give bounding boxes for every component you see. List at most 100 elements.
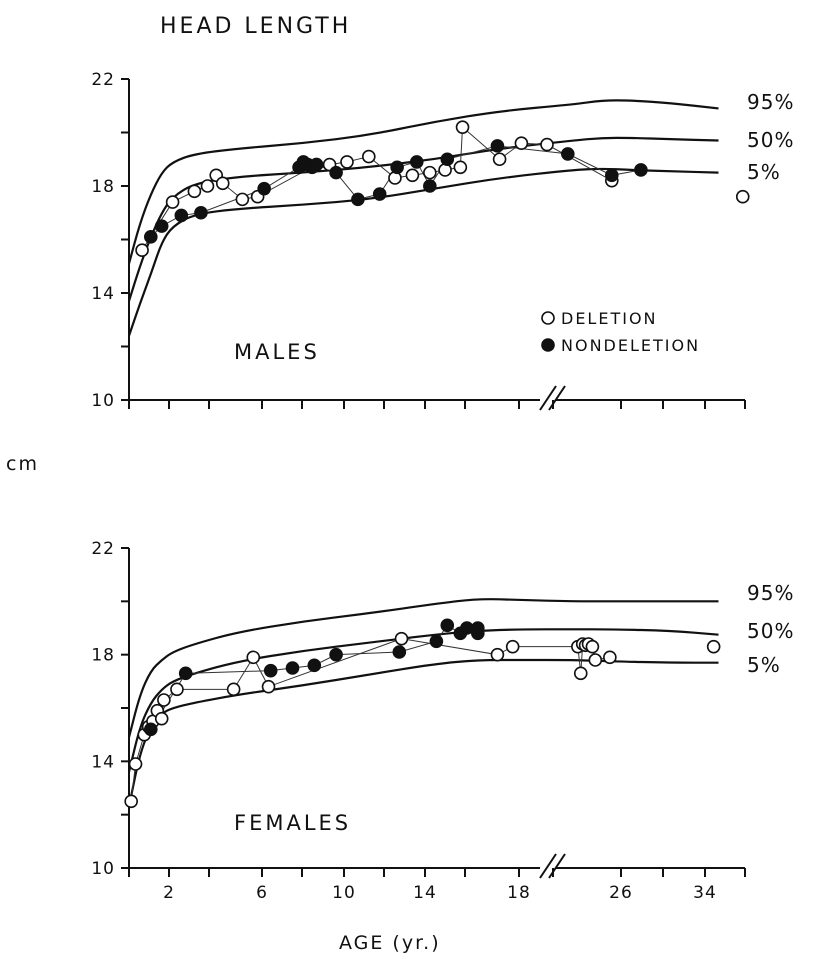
deletion-point	[453, 160, 468, 175]
deletion-point	[514, 136, 529, 150]
nondeletion-point	[351, 192, 365, 207]
nondeletion-point	[604, 168, 619, 183]
axis-break-mark	[539, 853, 557, 879]
percentile-curve-95pct	[127, 598, 719, 738]
deletion-point	[603, 650, 617, 665]
axis-break-mark	[548, 853, 566, 879]
series-connector	[130, 638, 610, 802]
y-tick-label: 18	[91, 177, 115, 197]
deletion-point	[573, 666, 588, 681]
y-tick-label: 14	[91, 284, 115, 304]
x-tick-label: 10	[332, 883, 356, 903]
nondeletion-point	[470, 626, 485, 641]
x-tick-label: 26	[609, 883, 633, 903]
deletion-point	[340, 155, 354, 169]
deletion-point	[200, 179, 215, 193]
deletion-point	[423, 165, 437, 180]
nondeletion-point	[329, 165, 343, 180]
males-panel: 10 14 18 22 95% 50% 5% MALES DELETION NONDELETION	[91, 70, 794, 411]
percentile-curve-5pct	[127, 658, 719, 807]
percentile-curve-5pct	[127, 167, 719, 337]
y-tick-label: 18	[91, 646, 115, 666]
legend-nondeletion-marker	[541, 338, 555, 352]
nondeletion-point	[307, 658, 322, 673]
deletion-point	[124, 794, 138, 809]
y-axis-label: cm	[6, 453, 39, 475]
deletion-point	[170, 682, 184, 697]
deletion-point	[261, 679, 276, 694]
figure-title: HEAD LENGTH	[160, 14, 351, 39]
deletion-point	[585, 639, 600, 654]
deletion-point	[361, 149, 376, 164]
nondeletion-point	[309, 157, 324, 172]
percentile-curve-50pct	[127, 136, 719, 302]
x-axis-label: AGE (yr.)	[339, 932, 441, 954]
nondeletion-point	[285, 661, 300, 675]
deletion-point	[394, 631, 409, 646]
deletion-point	[215, 176, 230, 191]
deletion-point	[157, 693, 171, 707]
deletion-point	[405, 168, 420, 183]
y-tick-label: 10	[91, 859, 115, 879]
percentile-label: 95%	[747, 90, 794, 114]
nondeletion-point	[392, 645, 407, 659]
percentile-label: 50%	[747, 619, 794, 643]
nondeletion-point	[390, 160, 404, 175]
deletion-point	[492, 152, 507, 167]
x-tick-label: 34	[693, 883, 717, 903]
y-tick-label: 14	[91, 752, 115, 772]
deletion-point	[540, 137, 554, 152]
legend-deletion-marker	[541, 311, 555, 325]
x-tick-label: 2	[163, 883, 175, 903]
percentile-label: 50%	[747, 128, 794, 152]
x-tick-label: 6	[256, 883, 268, 903]
nondeletion-point	[440, 152, 455, 167]
deletion-point	[706, 639, 721, 654]
nondeletion-point	[409, 155, 424, 169]
y-tick-label: 10	[91, 391, 115, 411]
nondeletion-point	[194, 205, 208, 220]
deletion-point	[735, 189, 750, 204]
deletion-point	[588, 653, 603, 667]
series-connector	[150, 624, 479, 730]
nondeletion-point	[490, 139, 505, 153]
percentile-curve-50pct	[127, 628, 719, 773]
nondeletion-point	[154, 219, 169, 233]
deletion-point	[505, 639, 520, 654]
legend-deletion-label: DELETION	[561, 309, 658, 328]
deletion-point	[165, 195, 180, 209]
deletion-point	[235, 192, 250, 207]
nondeletion-point	[560, 147, 575, 161]
legend-nondeletion-label: NONDELETION	[561, 336, 700, 355]
nondeletion-point	[372, 187, 387, 201]
nondeletion-point	[329, 647, 343, 662]
deletion-point	[128, 757, 143, 771]
percentile-label: 95%	[747, 581, 794, 605]
x-tick-label: 14	[413, 883, 437, 903]
nondeletion-point	[174, 208, 189, 223]
percentile-curve-95pct	[127, 99, 719, 264]
nondeletion-point	[429, 634, 444, 649]
percentile-label: 5%	[747, 160, 781, 184]
nondeletion-point	[257, 181, 271, 196]
nondeletion-point	[634, 163, 648, 177]
percentile-label: 5%	[747, 653, 781, 677]
panel-label: FEMALES	[234, 811, 351, 835]
deletion-point	[246, 650, 261, 665]
deletion-point	[135, 243, 149, 257]
deletion-point	[438, 163, 452, 177]
deletion-point	[187, 184, 202, 199]
deletion-point	[226, 682, 241, 697]
deletion-point	[490, 647, 505, 662]
panel-label: MALES	[234, 340, 320, 364]
y-tick-label: 22	[91, 70, 115, 90]
nondeletion-point	[440, 618, 455, 633]
x-tick-label: 18	[507, 883, 531, 903]
y-tick-label: 22	[91, 539, 115, 559]
deletion-point	[154, 711, 169, 726]
nondeletion-point	[263, 663, 278, 678]
deletion-point	[388, 171, 402, 185]
nondeletion-point	[423, 179, 437, 193]
